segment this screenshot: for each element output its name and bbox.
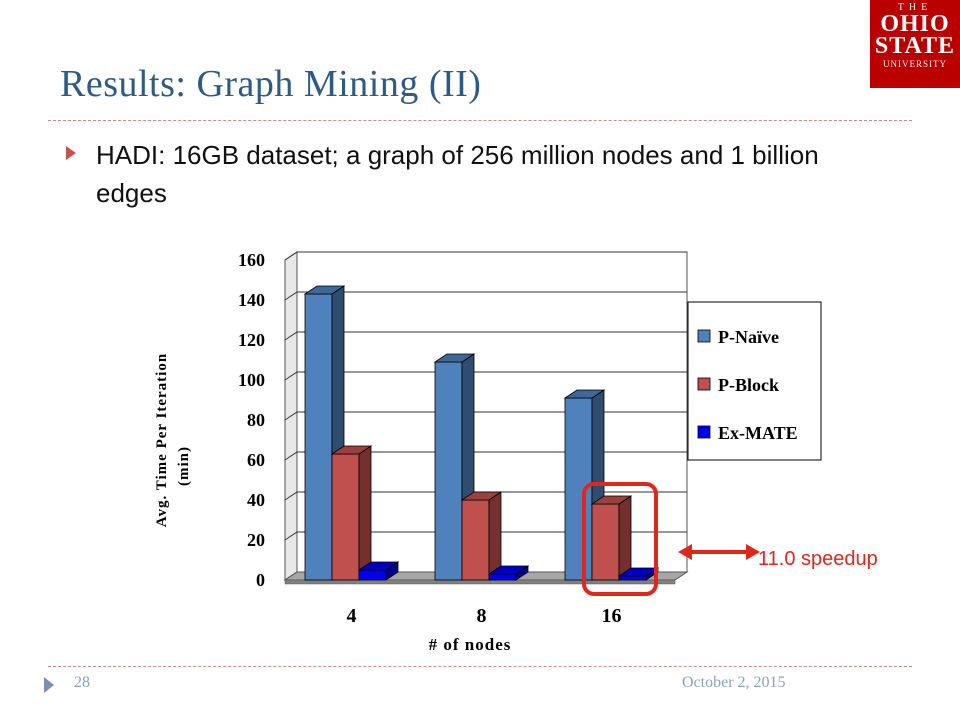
legend-swatch — [697, 329, 711, 343]
x-axis-label: # of nodes — [429, 635, 512, 654]
bar-top — [590, 495, 633, 505]
bar-p-na-ve-8 — [434, 361, 463, 581]
footer-divider — [48, 666, 912, 667]
highlight-box — [582, 482, 658, 596]
bar-p-block-4 — [331, 453, 360, 581]
gridline — [284, 451, 687, 461]
bar-ex-mate-16 — [618, 575, 647, 581]
slide-date: October 2, 2015 — [682, 674, 786, 691]
callout-arrow-left-head — [678, 544, 692, 560]
legend-swatch — [697, 425, 711, 439]
bar-ex-mate-8 — [488, 573, 517, 581]
bar-top — [460, 491, 503, 501]
logo-line-3: STATE — [874, 33, 956, 59]
logo-line-1: THE — [897, 2, 933, 13]
bar-p-na-ve-4 — [304, 293, 333, 581]
page-number: 28 — [74, 674, 90, 691]
x-tick-label: 8 — [477, 605, 487, 627]
plot-floor-edge — [284, 579, 676, 585]
logo-line-4: UNIVERSITY — [883, 59, 947, 69]
bar-side — [618, 495, 632, 581]
slide-title: Results: Graph Mining (II) — [60, 63, 482, 105]
gridline — [284, 291, 687, 301]
bar-top — [433, 353, 476, 363]
bar-top — [563, 389, 606, 399]
y-tick-label: 140 — [238, 290, 265, 310]
callout-arrow-right-head — [746, 544, 760, 560]
y-axis-label-unit: (min) — [176, 446, 192, 486]
logo-line-2: OHIO — [880, 11, 950, 37]
bar-top — [487, 565, 530, 575]
y-tick-label: 120 — [238, 330, 265, 350]
bar-top — [357, 561, 400, 571]
gridline — [284, 251, 687, 261]
bar-side — [358, 445, 372, 581]
bar-chart: 0 20 40 60 80 100 120 140 160 4 8 16 # of nodes Avg. … — [154, 250, 822, 654]
y-tick-label: 20 — [247, 530, 265, 550]
footer-arrow-icon — [44, 677, 54, 693]
legend-label: P-Block — [718, 375, 779, 395]
x-tick-label: 4 — [347, 605, 357, 627]
bar-top — [330, 445, 373, 455]
y-tick-label: 160 — [238, 250, 265, 270]
legend-label: P-Naïve — [718, 327, 779, 347]
bar-ex-mate-4 — [358, 569, 387, 581]
x-tick-label: 16 — [602, 605, 622, 627]
gridline — [284, 411, 687, 421]
y-axis-label: Avg. Time Per Iteration — [154, 353, 170, 527]
y-tick-label: 100 — [238, 370, 265, 390]
legend-swatch — [697, 377, 711, 391]
legend-label: Ex-MATE — [718, 423, 798, 443]
gridline — [284, 531, 687, 541]
bar-p-na-ve-16 — [564, 397, 593, 581]
gridline — [284, 331, 687, 341]
gridline — [284, 371, 687, 381]
bullet-arrow-icon — [66, 146, 76, 160]
title-divider — [48, 120, 912, 121]
y-tick-label: 0 — [256, 570, 265, 590]
bar-top — [303, 285, 346, 295]
bullet-text: HADI: 16GB dataset; a graph of 256 milli… — [96, 140, 819, 208]
y-tick-label: 80 — [247, 410, 265, 430]
gridline — [284, 491, 687, 501]
speedup-callout: 11.0 speedup — [758, 548, 878, 570]
y-tick-label: 40 — [247, 490, 265, 510]
bar-p-block-16 — [591, 503, 620, 581]
bar-p-block-8 — [461, 499, 490, 581]
university-logo: THE OHIO STATE UNIVERSITY — [870, 0, 960, 88]
y-tick-label: 60 — [247, 450, 265, 470]
